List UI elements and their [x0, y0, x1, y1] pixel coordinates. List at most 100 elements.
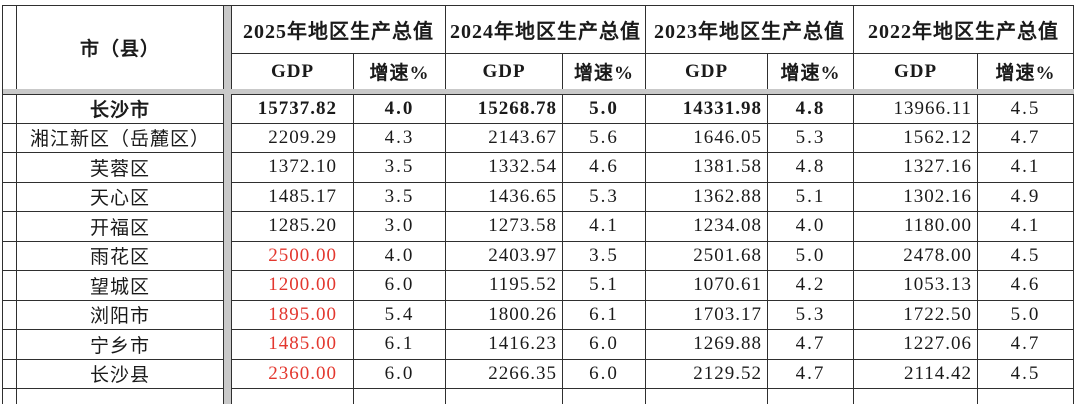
empty-partial-row-cell[interactable]: [446, 389, 563, 404]
gdp-cell[interactable]: 1381.58: [646, 153, 768, 183]
empty-partial-row-cell[interactable]: [354, 389, 446, 404]
growth-cell[interactable]: 4.8: [768, 153, 854, 183]
row-label[interactable]: 长沙县: [17, 359, 223, 389]
gdp-cell[interactable]: 1416.23: [446, 330, 563, 360]
gdp-cell[interactable]: 1053.13: [854, 271, 978, 301]
gdp-cell[interactable]: 1227.06: [854, 330, 978, 360]
empty-partial-row-cell[interactable]: [768, 389, 854, 404]
gdp-cell[interactable]: 14331.98: [646, 94, 768, 124]
year-group-header[interactable]: 2025年地区生产总值: [232, 6, 446, 54]
growth-cell[interactable]: 5.3: [563, 182, 646, 212]
gdp-cell[interactable]: 2209.29: [232, 123, 354, 153]
empty-partial-row-cell[interactable]: [232, 389, 354, 404]
row-label[interactable]: 芙蓉区: [17, 153, 223, 183]
growth-cell[interactable]: 6.1: [354, 330, 446, 360]
gdp-cell[interactable]: 15737.82: [232, 94, 354, 124]
gdp-cell[interactable]: 1285.20: [232, 212, 354, 242]
gdp-cell[interactable]: 1195.52: [446, 271, 563, 301]
growth-cell[interactable]: 5.0: [563, 94, 646, 124]
row-label[interactable]: 宁乡市: [17, 330, 223, 360]
growth-cell[interactable]: 5.3: [768, 123, 854, 153]
growth-cell[interactable]: 4.1: [978, 212, 1074, 242]
gdp-cell[interactable]: 1722.50: [854, 300, 978, 330]
gdp-cell[interactable]: 13966.11: [854, 94, 978, 124]
growth-cell[interactable]: 4.1: [563, 212, 646, 242]
empty-partial-row-cell[interactable]: [17, 389, 223, 404]
growth-cell[interactable]: 3.5: [563, 241, 646, 271]
gdp-subheader[interactable]: GDP: [646, 54, 768, 89]
growth-cell[interactable]: 4.9: [978, 182, 1074, 212]
growth-cell[interactable]: 4.8: [768, 94, 854, 124]
growth-cell[interactable]: 3.0: [354, 212, 446, 242]
year-group-header[interactable]: 2022年地区生产总值: [854, 6, 1074, 54]
growth-cell[interactable]: 4.0: [768, 212, 854, 242]
growth-subheader[interactable]: 增速%: [768, 54, 854, 89]
empty-partial-row-cell[interactable]: [854, 389, 978, 404]
gdp-cell[interactable]: 1485.17: [232, 182, 354, 212]
empty-partial-row-cell[interactable]: [646, 389, 768, 404]
gdp-cell[interactable]: 2403.97: [446, 241, 563, 271]
gdp-cell[interactable]: 1332.54: [446, 153, 563, 183]
empty-partial-row-cell[interactable]: [978, 389, 1074, 404]
row-label[interactable]: 天心区: [17, 182, 223, 212]
gdp-cell[interactable]: 1485.00: [232, 330, 354, 360]
growth-cell[interactable]: 4.7: [978, 123, 1074, 153]
growth-cell[interactable]: 4.6: [978, 271, 1074, 301]
gdp-cell[interactable]: 1327.16: [854, 153, 978, 183]
growth-cell[interactable]: 4.5: [978, 94, 1074, 124]
growth-cell[interactable]: 3.5: [354, 153, 446, 183]
gdp-cell[interactable]: 2266.35: [446, 359, 563, 389]
growth-cell[interactable]: 5.3: [768, 300, 854, 330]
growth-cell[interactable]: 4.0: [354, 241, 446, 271]
row-label[interactable]: 雨花区: [17, 241, 223, 271]
gdp-cell[interactable]: 1269.88: [646, 330, 768, 360]
gdp-cell[interactable]: 1302.16: [854, 182, 978, 212]
empty-partial-row-cell[interactable]: [3, 389, 17, 404]
growth-cell[interactable]: 4.7: [768, 359, 854, 389]
row-label[interactable]: 望城区: [17, 271, 223, 301]
gdp-cell[interactable]: 2501.68: [646, 241, 768, 271]
gdp-cell[interactable]: 1372.10: [232, 153, 354, 183]
year-group-header[interactable]: 2024年地区生产总值: [446, 6, 646, 54]
gdp-cell[interactable]: 15268.78: [446, 94, 563, 124]
gdp-cell[interactable]: 1273.58: [446, 212, 563, 242]
gdp-cell[interactable]: 2500.00: [232, 241, 354, 271]
gdp-cell[interactable]: 1646.05: [646, 123, 768, 153]
row-label[interactable]: 湘江新区（岳麓区）: [17, 123, 223, 153]
gdp-cell[interactable]: 1180.00: [854, 212, 978, 242]
gdp-cell[interactable]: 1562.12: [854, 123, 978, 153]
gdp-subheader[interactable]: GDP: [232, 54, 354, 89]
gdp-cell[interactable]: 2360.00: [232, 359, 354, 389]
growth-cell[interactable]: 4.7: [978, 330, 1074, 360]
gdp-cell[interactable]: 1362.88: [646, 182, 768, 212]
growth-cell[interactable]: 6.1: [563, 300, 646, 330]
empty-partial-row-cell[interactable]: [563, 389, 646, 404]
gdp-subheader[interactable]: GDP: [854, 54, 978, 89]
growth-cell[interactable]: 4.1: [978, 153, 1074, 183]
corner-header[interactable]: 市（县）: [17, 6, 223, 89]
gdp-subheader[interactable]: GDP: [446, 54, 563, 89]
growth-cell[interactable]: 4.7: [768, 330, 854, 360]
row-label[interactable]: 开福区: [17, 212, 223, 242]
gdp-cell[interactable]: 1800.26: [446, 300, 563, 330]
gdp-cell[interactable]: 2478.00: [854, 241, 978, 271]
growth-subheader[interactable]: 增速%: [563, 54, 646, 89]
growth-cell[interactable]: 6.0: [563, 330, 646, 360]
growth-cell[interactable]: 6.0: [354, 271, 446, 301]
gdp-cell[interactable]: 1234.08: [646, 212, 768, 242]
year-group-header[interactable]: 2023年地区生产总值: [646, 6, 854, 54]
growth-cell[interactable]: 4.5: [978, 359, 1074, 389]
growth-subheader[interactable]: 增速%: [354, 54, 446, 89]
growth-cell[interactable]: 3.5: [354, 182, 446, 212]
growth-cell[interactable]: 5.0: [768, 241, 854, 271]
growth-cell[interactable]: 5.4: [354, 300, 446, 330]
gdp-cell[interactable]: 2114.42: [854, 359, 978, 389]
growth-cell[interactable]: 4.5: [978, 241, 1074, 271]
gdp-cell[interactable]: 1070.61: [646, 271, 768, 301]
gdp-cell[interactable]: 1703.17: [646, 300, 768, 330]
growth-cell[interactable]: 5.1: [768, 182, 854, 212]
gdp-cell[interactable]: 2143.67: [446, 123, 563, 153]
growth-cell[interactable]: 4.2: [768, 271, 854, 301]
growth-cell[interactable]: 4.6: [563, 153, 646, 183]
gdp-cell[interactable]: 1436.65: [446, 182, 563, 212]
